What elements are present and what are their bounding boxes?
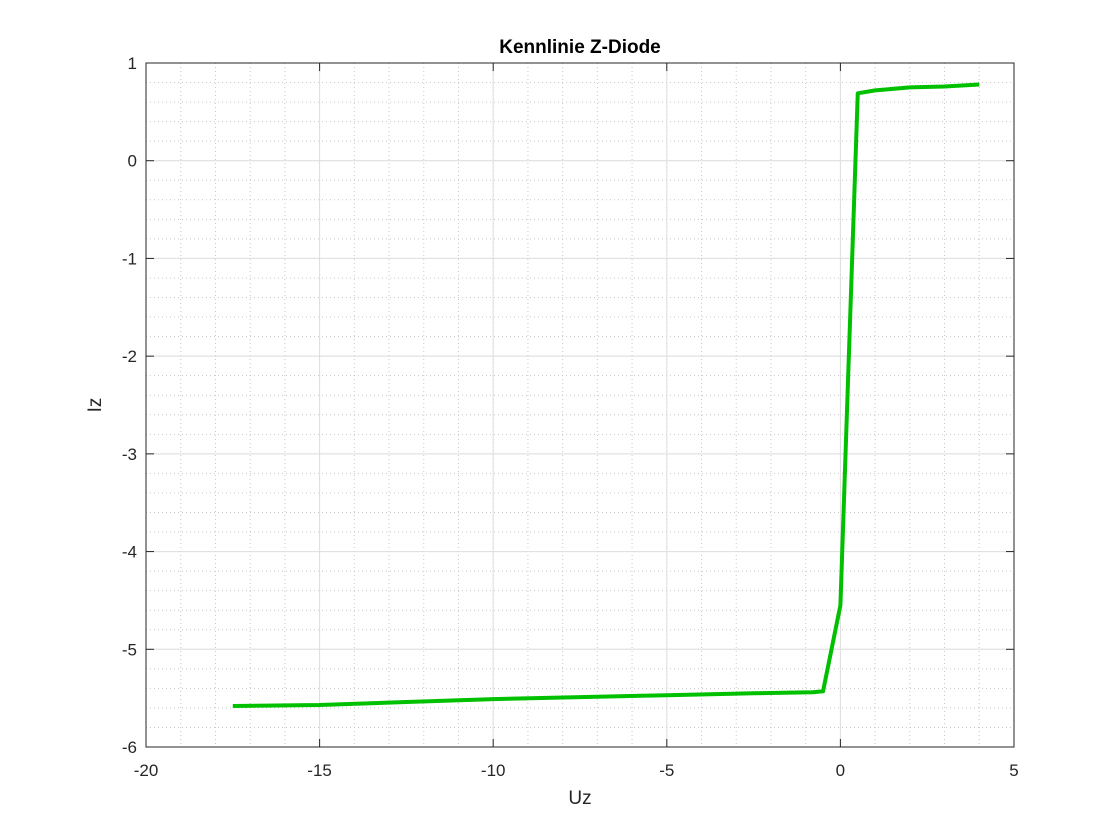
y-tick-label: 0 [128,152,137,171]
y-tick-label: 1 [128,54,137,73]
x-axis-label: Uz [568,788,591,809]
y-tick-label: -1 [122,249,137,268]
x-tick-label: -5 [659,761,674,780]
tick-labels: -20 -15 -10 -5 0 5-6-5-4-3-2-101 [122,54,1019,780]
y-tick-label: -3 [122,445,137,464]
axis-ticks [145,62,1015,748]
minor-grid [145,62,1015,748]
plot-area-box [145,62,1015,748]
y-axis-label: Iz [85,398,106,413]
series-layer [232,82,980,708]
x-tick-label: -15 [307,761,332,780]
x-tick-label: -20 [134,761,159,780]
x-tick-label: 5 [1009,761,1018,780]
x-tick-label: 0 [836,761,845,780]
major-grid [145,62,1015,748]
y-tick-label: -2 [122,347,137,366]
y-tick-label: -6 [122,738,137,757]
series-line-0 [232,82,980,708]
x-tick-label: -10 [481,761,506,780]
y-tick-label: -5 [122,640,137,659]
chart-title: Kennlinie Z-Diode [499,37,661,58]
y-tick-label: -4 [122,543,137,562]
